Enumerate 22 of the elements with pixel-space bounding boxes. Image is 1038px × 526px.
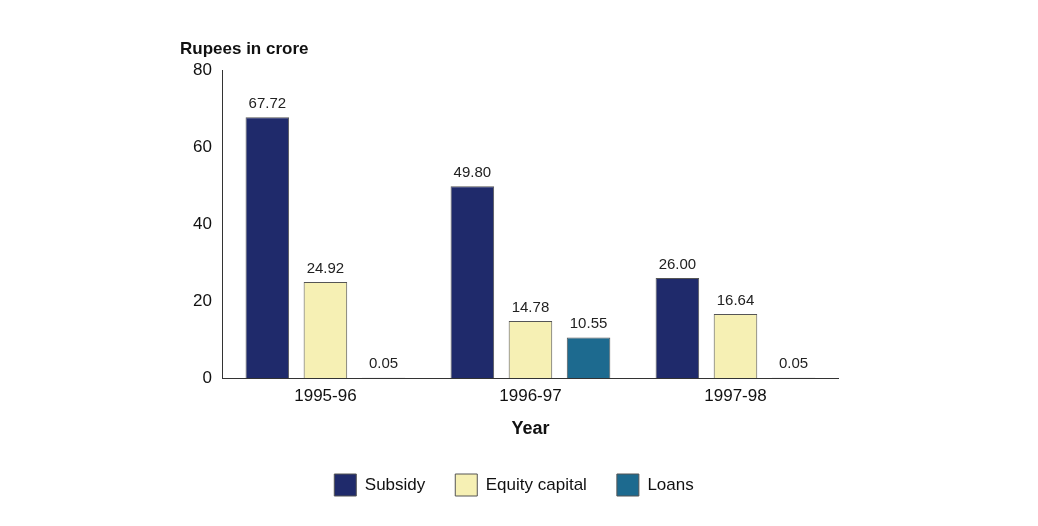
- y-tick-label: 20: [192, 290, 212, 310]
- y-tick-label: 60: [192, 136, 212, 156]
- y-tick-label: 0: [202, 367, 212, 387]
- data-label: 10.55: [569, 314, 608, 332]
- x-tick-label: 1995-96: [294, 385, 357, 405]
- data-label: 24.92: [306, 258, 345, 276]
- data-label: 0.05: [778, 354, 809, 372]
- legend-label: Equity capital: [485, 474, 587, 494]
- x-axis-title: Year: [511, 418, 550, 439]
- data-label: 0.05: [368, 354, 399, 372]
- y-tick-label: 40: [192, 213, 212, 233]
- x-tick-label: 1996-97: [499, 385, 562, 405]
- y-tick-label: 80: [192, 59, 212, 79]
- legend-label: Loans: [647, 474, 694, 494]
- data-label: 26.00: [658, 254, 697, 272]
- x-tick-label: 1997-98: [704, 385, 767, 405]
- legend-label: Subsidy: [364, 474, 426, 494]
- y-axis-title: Rupees in crore: [180, 39, 309, 59]
- data-label: 14.78: [511, 297, 550, 315]
- data-label: 67.72: [248, 93, 287, 111]
- data-label: 49.80: [453, 162, 492, 180]
- data-label: 16.64: [716, 290, 755, 308]
